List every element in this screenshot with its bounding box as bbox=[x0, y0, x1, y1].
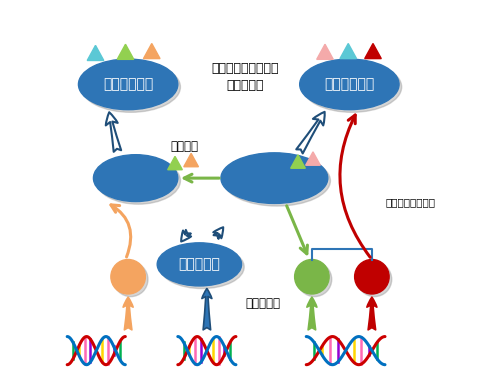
Polygon shape bbox=[364, 44, 382, 58]
Text: タンパク質: タンパク質 bbox=[178, 257, 220, 272]
Text: 糖鎖付加: 糖鎖付加 bbox=[170, 140, 198, 153]
FancyArrowPatch shape bbox=[184, 174, 219, 182]
Ellipse shape bbox=[81, 62, 180, 112]
Circle shape bbox=[357, 262, 392, 297]
Polygon shape bbox=[290, 155, 306, 168]
Polygon shape bbox=[306, 152, 320, 165]
Polygon shape bbox=[184, 153, 198, 167]
Text: 生理活性タンパク質
として機能: 生理活性タンパク質 として機能 bbox=[212, 62, 279, 92]
Polygon shape bbox=[117, 44, 134, 59]
Ellipse shape bbox=[224, 155, 330, 206]
Circle shape bbox=[114, 262, 148, 297]
Text: 遺伝子発現: 遺伝子発現 bbox=[246, 297, 280, 310]
Text: 糖タンパク質: 糖タンパク質 bbox=[324, 77, 374, 92]
FancyArrowPatch shape bbox=[111, 205, 130, 257]
Ellipse shape bbox=[157, 243, 242, 286]
Polygon shape bbox=[340, 44, 356, 58]
Text: 糖タンパク質: 糖タンパク質 bbox=[103, 77, 153, 92]
Ellipse shape bbox=[94, 154, 178, 202]
Polygon shape bbox=[144, 44, 160, 58]
Polygon shape bbox=[168, 156, 182, 170]
Ellipse shape bbox=[160, 246, 244, 289]
Circle shape bbox=[111, 260, 146, 294]
Ellipse shape bbox=[78, 59, 178, 110]
FancyArrowPatch shape bbox=[340, 115, 370, 257]
Text: 糖鎖合成関連酵素: 糖鎖合成関連酵素 bbox=[386, 198, 436, 207]
Circle shape bbox=[354, 260, 389, 294]
Ellipse shape bbox=[302, 62, 402, 112]
Circle shape bbox=[297, 262, 332, 297]
Polygon shape bbox=[316, 44, 334, 59]
Circle shape bbox=[294, 260, 329, 294]
Ellipse shape bbox=[96, 158, 180, 204]
Ellipse shape bbox=[300, 59, 399, 110]
FancyArrowPatch shape bbox=[286, 206, 308, 254]
Ellipse shape bbox=[221, 153, 328, 203]
Polygon shape bbox=[87, 45, 104, 60]
